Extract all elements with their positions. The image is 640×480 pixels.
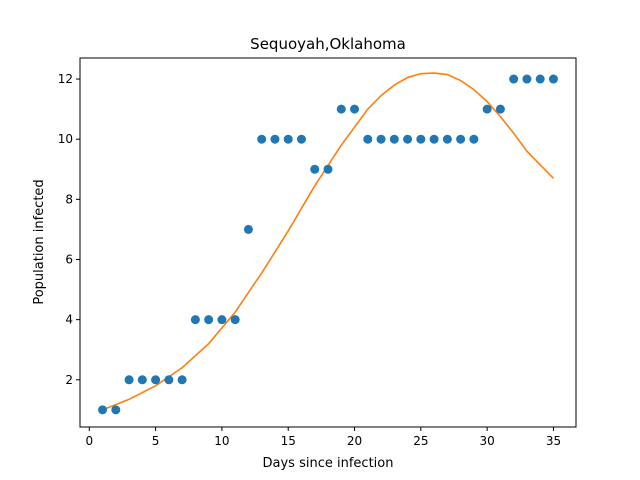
data-point — [416, 134, 426, 144]
x-tick-label: 0 — [85, 434, 93, 448]
fit-curve-line — [102, 72, 555, 411]
data-point — [98, 405, 108, 415]
y-tick-label: 8 — [65, 192, 73, 206]
plot-area — [98, 72, 558, 415]
data-point — [403, 134, 413, 144]
x-axis-label: Days since infection — [263, 456, 394, 471]
x-tick-label: 15 — [281, 434, 296, 448]
chart-title: Sequoyah,Oklahoma — [250, 35, 406, 53]
data-point — [482, 104, 492, 114]
x-axis: 0 5 10 15 20 25 30 35 — [85, 427, 561, 448]
x-tick-label: 10 — [214, 434, 229, 448]
data-point — [376, 134, 386, 144]
data-point — [363, 134, 373, 144]
x-tick-label: 25 — [413, 434, 428, 448]
data-point — [257, 134, 267, 144]
data-point — [296, 134, 306, 144]
y-tick-label: 12 — [58, 72, 73, 86]
data-point — [350, 104, 360, 114]
data-point — [548, 74, 558, 84]
data-point — [111, 405, 121, 415]
y-axis-label: Population infected — [32, 179, 47, 304]
y-tick-label: 2 — [65, 373, 73, 387]
y-tick-label: 4 — [65, 313, 73, 327]
data-point — [389, 134, 399, 144]
data-point — [270, 134, 280, 144]
data-point — [509, 74, 519, 84]
data-point — [177, 375, 187, 385]
data-point — [190, 315, 200, 325]
x-tick-label: 35 — [546, 434, 561, 448]
data-point — [204, 315, 214, 325]
data-point — [243, 224, 253, 234]
data-point — [442, 134, 452, 144]
data-point — [230, 315, 240, 325]
y-axis: 2 4 6 8 10 12 — [58, 72, 80, 387]
x-tick-label: 30 — [480, 434, 495, 448]
x-tick-label: 20 — [347, 434, 362, 448]
data-point — [535, 74, 545, 84]
data-point — [164, 375, 174, 385]
data-point — [323, 164, 333, 174]
y-tick-label: 6 — [65, 252, 73, 266]
axes-frame — [79, 57, 577, 428]
data-point — [522, 74, 532, 84]
data-point — [469, 134, 479, 144]
x-tick-label: 5 — [152, 434, 160, 448]
data-point — [137, 375, 147, 385]
data-point — [151, 375, 161, 385]
data-point — [124, 375, 134, 385]
data-point — [336, 104, 346, 114]
data-point — [283, 134, 293, 144]
data-point — [429, 134, 439, 144]
data-point — [456, 134, 466, 144]
data-point — [217, 315, 227, 325]
y-tick-label: 10 — [58, 132, 73, 146]
data-point — [495, 104, 505, 114]
data-point — [310, 164, 320, 174]
